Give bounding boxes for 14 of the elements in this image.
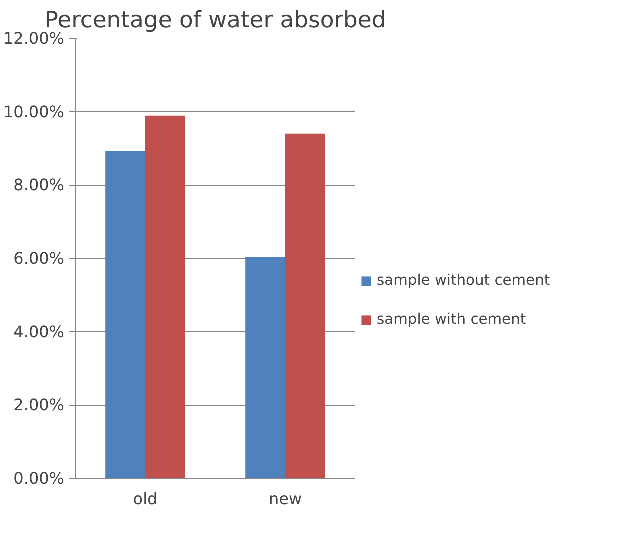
- bar: [246, 257, 286, 478]
- x-tick-label: old: [133, 490, 158, 508]
- y-tick-label: 2.00%: [14, 396, 64, 415]
- legend-label: sample without cement: [377, 272, 550, 289]
- x-tick-label: new: [268, 490, 302, 508]
- bar: [106, 151, 146, 478]
- y-tick-label: 8.00%: [14, 176, 64, 195]
- bar: [146, 116, 186, 478]
- legend-label: sample with cement: [377, 311, 526, 328]
- y-tick-label: 10.00%: [3, 102, 65, 122]
- y-tick-label: 0.00%: [14, 469, 64, 488]
- y-tick-label: 4.00%: [14, 322, 64, 342]
- y-tick-label: 6.00%: [14, 249, 64, 268]
- bar: [286, 134, 326, 478]
